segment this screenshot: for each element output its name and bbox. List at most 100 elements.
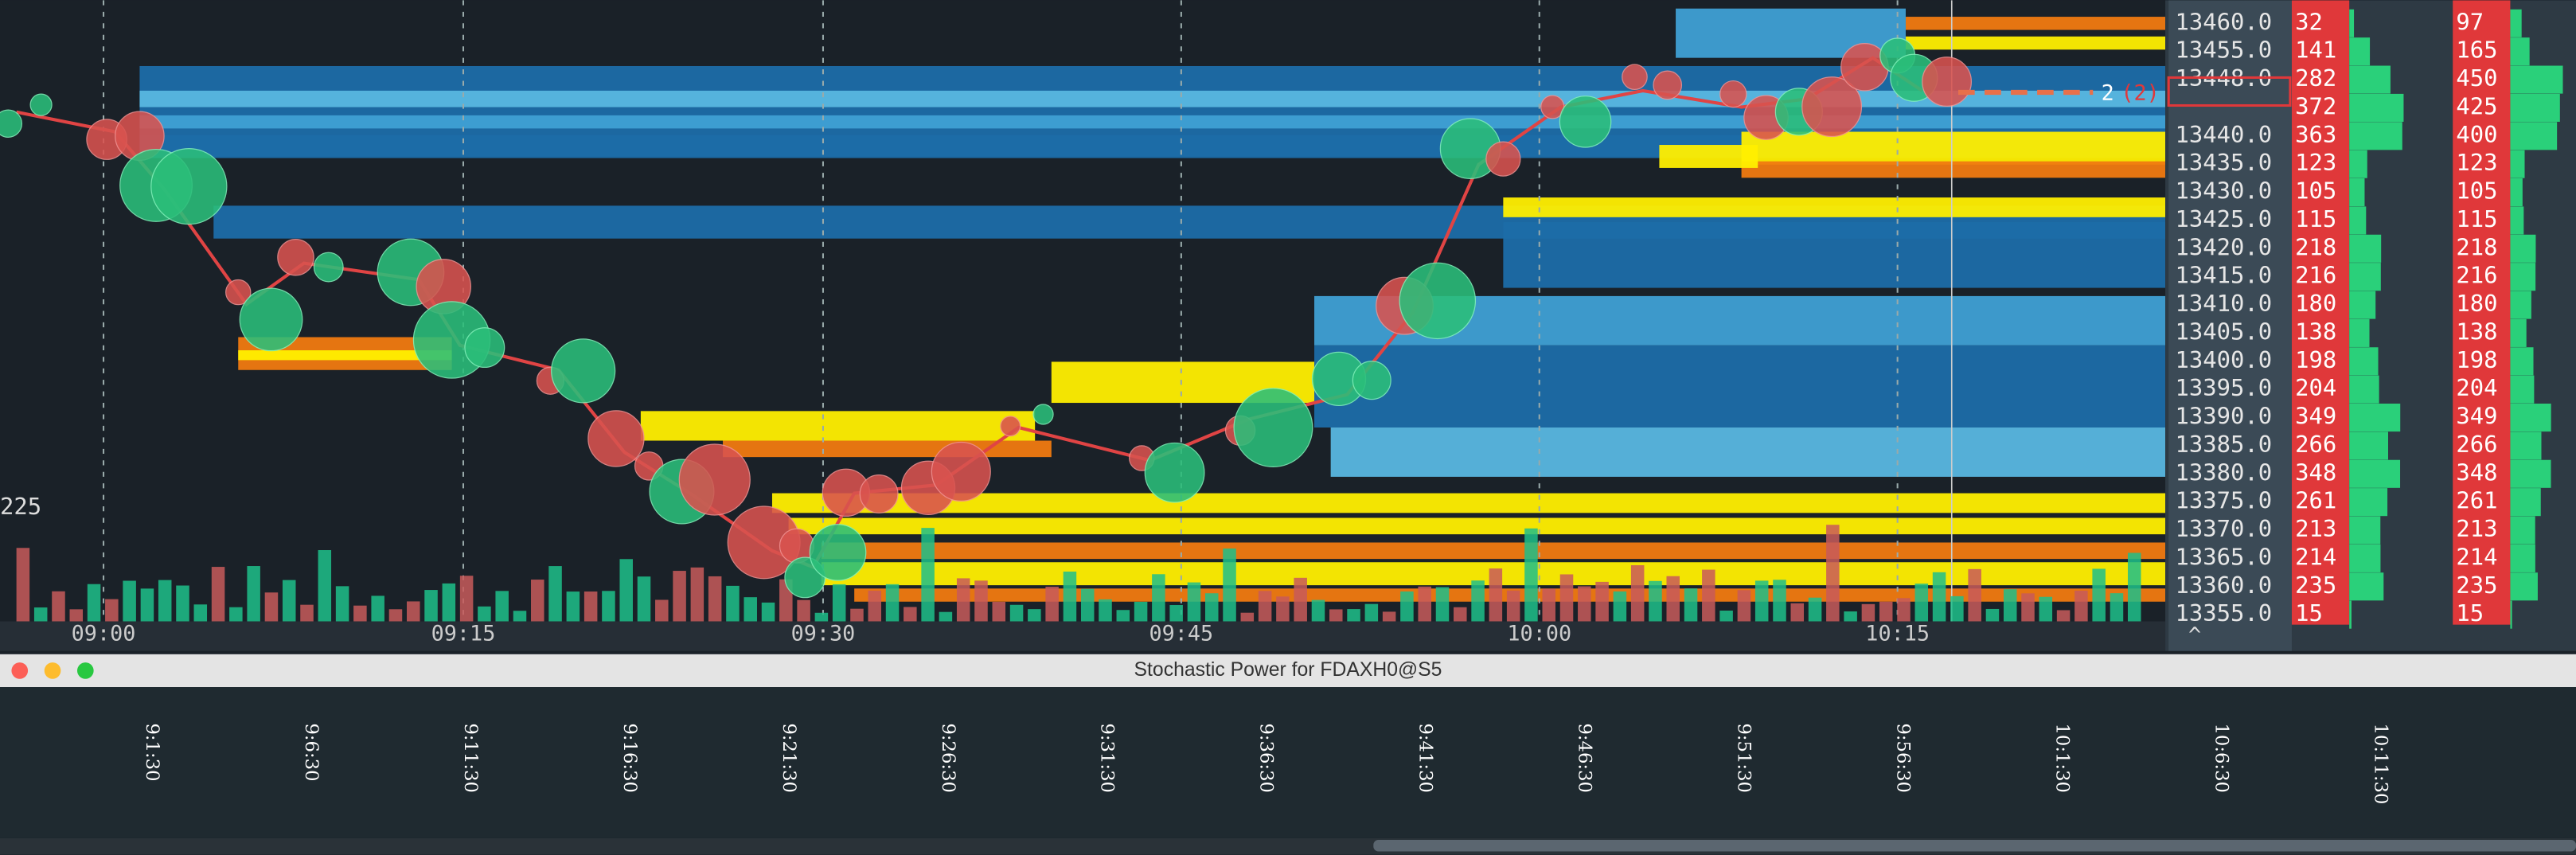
liquidity-band — [723, 440, 1052, 458]
ask-volume: 115 — [2456, 205, 2497, 232]
volume-bar — [1152, 574, 1165, 622]
volume-bar — [123, 580, 136, 622]
volume-bar — [158, 580, 172, 622]
trade-bubble — [587, 410, 645, 467]
liquidity-band — [1330, 428, 2166, 477]
volume-bar — [1595, 581, 1609, 622]
time-label: 10:00 — [1507, 622, 1571, 646]
liquidity-band — [1503, 197, 2166, 217]
volume-bar — [974, 580, 988, 622]
volume-bar — [459, 576, 474, 622]
volume-bar — [1028, 609, 1041, 622]
bid-profile — [2349, 600, 2352, 629]
trade-bubble — [1653, 70, 1683, 100]
heatmap-time-label: 10:6:30 — [2211, 723, 2232, 792]
volume-bar — [140, 588, 154, 622]
volume-bar — [850, 608, 864, 622]
volume-bar — [1116, 610, 1130, 622]
volume-bar — [1506, 590, 1520, 622]
time-label: 09:15 — [431, 622, 496, 646]
price-label: 13455.0 — [2175, 37, 2272, 64]
collapse-arrow[interactable]: ^ — [2188, 623, 2201, 648]
volume-bar — [1364, 603, 1379, 622]
volume-bar — [619, 559, 633, 622]
volume-bar — [1258, 591, 1272, 622]
price-label: 13380.0 — [2175, 459, 2272, 486]
volume-bar — [1542, 588, 1555, 622]
bid-profile — [2349, 234, 2382, 263]
trade-bubble — [1485, 141, 1521, 177]
ask-volume: 213 — [2456, 515, 2497, 542]
close-button[interactable] — [11, 662, 29, 679]
minimize-button[interactable] — [44, 662, 61, 679]
volume-bar — [1649, 580, 1662, 622]
trade-bubble — [1801, 76, 1863, 138]
volume-bar — [105, 599, 119, 622]
heatmap-time-label: 9:26:30 — [938, 723, 958, 792]
volume-bar — [1630, 564, 1645, 622]
volume-bar — [939, 611, 953, 622]
volume-bar — [921, 528, 935, 622]
volume-bar — [1950, 595, 1964, 622]
trade-bubble — [29, 93, 53, 116]
trade-bubble — [0, 109, 23, 138]
heatmap-time-label: 9:16:30 — [619, 723, 640, 792]
volume-bar — [1169, 605, 1183, 622]
ask-profile — [2510, 178, 2523, 207]
volume-bar — [2074, 590, 2088, 622]
volume-bar — [1932, 572, 1946, 622]
bid-volume: 266 — [2295, 431, 2336, 458]
ask-volume: 138 — [2456, 318, 2497, 345]
heatmap-time-label: 9:6:30 — [301, 723, 322, 781]
volume-bar — [1063, 571, 1077, 622]
heatmap-time-label: 9:56:30 — [1893, 723, 1914, 792]
ask-profile — [2510, 347, 2534, 376]
volume-bar — [1435, 587, 1450, 622]
volume-bar — [2056, 610, 2071, 622]
bid-profile — [2349, 572, 2384, 601]
bid-volume: 204 — [2295, 374, 2336, 401]
ask-volume: 15 — [2456, 599, 2484, 627]
volume-bar — [495, 591, 509, 622]
price-label: 13395.0 — [2175, 374, 2272, 401]
volume-bar — [1808, 597, 1822, 622]
price-column — [2168, 0, 2292, 651]
liquidity-band — [821, 542, 2166, 560]
volume-bar — [1559, 574, 1574, 622]
volume-bar — [832, 584, 846, 622]
bid-profile — [2349, 122, 2402, 150]
volume-bar — [1879, 601, 1893, 622]
heatmap-time-label: 10:1:30 — [2052, 723, 2073, 792]
heatmap-time-label: 9:36:30 — [1256, 723, 1277, 792]
current-price-box — [2167, 76, 2292, 107]
bid-volume: 105 — [2295, 178, 2336, 205]
ask-profile — [2510, 403, 2551, 432]
volume-bar — [478, 606, 491, 622]
scrollbar-thumb[interactable] — [1373, 840, 2576, 852]
volume-bar — [87, 584, 101, 622]
ask-volume: 204 — [2456, 374, 2497, 401]
volume-bar — [1204, 593, 1219, 622]
bid-volume: 115 — [2295, 205, 2336, 232]
volume-bar — [300, 604, 314, 622]
bid-volume: 123 — [2295, 149, 2336, 176]
ask-profile — [2510, 206, 2524, 235]
volume-bar — [1719, 611, 1733, 622]
ask-profile — [2510, 263, 2536, 291]
ask-volume: 266 — [2456, 431, 2497, 458]
volume-bar — [1578, 586, 1591, 622]
time-axis — [0, 621, 2166, 651]
price-label: 13355.0 — [2175, 599, 2272, 627]
ask-profile — [2510, 234, 2536, 263]
price-label: 13375.0 — [2175, 487, 2272, 514]
bid-profile — [2349, 403, 2401, 432]
ask-column — [2453, 0, 2511, 625]
bid-volume: 216 — [2295, 262, 2336, 289]
volume-bar — [531, 580, 544, 622]
maximize-button[interactable] — [76, 662, 94, 679]
ask-volume: 450 — [2456, 64, 2497, 92]
trade-bubble — [1559, 96, 1612, 148]
bid-profile — [2349, 318, 2370, 347]
bid-profile — [2349, 291, 2376, 319]
